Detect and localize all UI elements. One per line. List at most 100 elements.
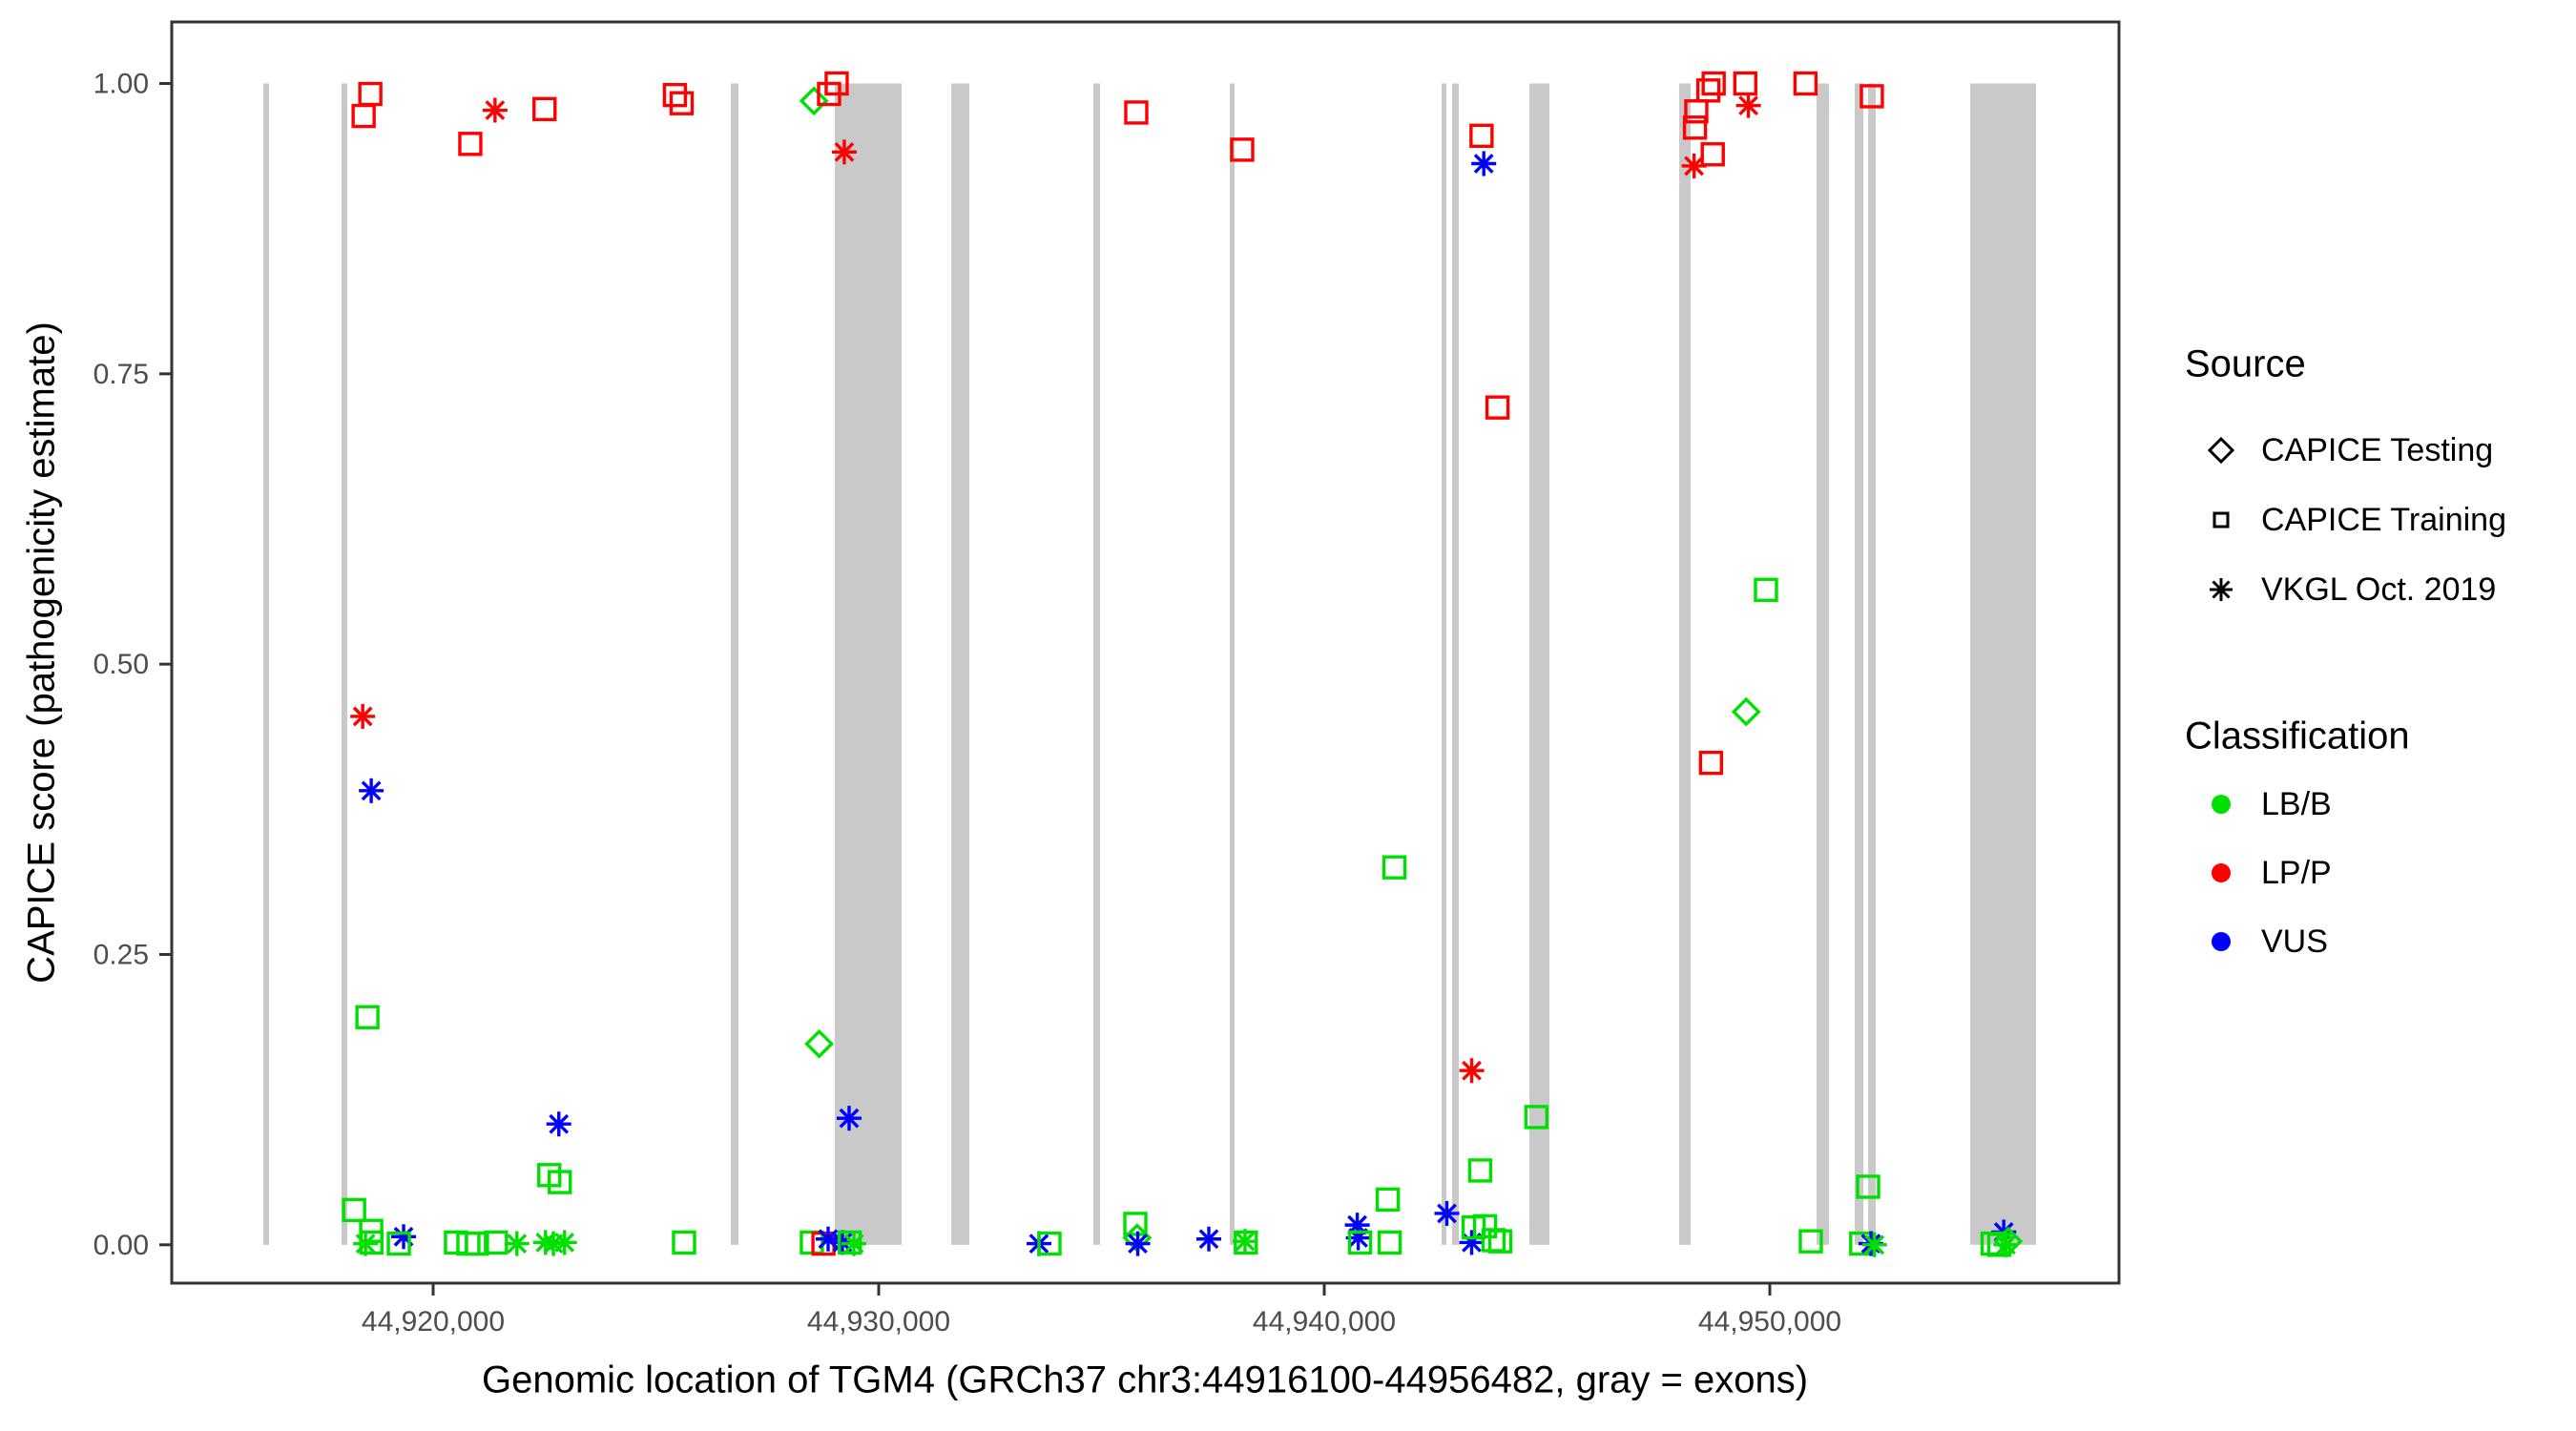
data-point-asterisk [485,100,506,120]
data-point-square [1695,78,1721,103]
color-dot-icon [2212,932,2231,951]
legend-classification-item-label: LB/B [2261,785,2332,822]
data-point-asterisk [549,1113,570,1134]
data-point-square [1793,71,1818,96]
data-point-square [1487,1229,1513,1254]
data-point-square [1467,1158,1493,1183]
data-point-square [1234,1230,1258,1255]
data-point-square [1485,395,1510,420]
exon-band [341,83,348,1245]
legend-source-item: VKGL Oct. 2019 [2198,567,2496,612]
data-point-square [548,1170,572,1194]
x-axis-tick-label: 44,940,000 [1253,1306,1396,1338]
data-point-asterisk [393,1226,414,1247]
color-dot-icon [2212,795,2231,814]
legend-source-title: Source [2185,342,2306,385]
data-point-asterisk [352,706,373,727]
data-point-square [672,1230,696,1255]
y-axis-tick-label: 0.00 [93,1230,149,1261]
data-point-asterisk [1235,1231,1256,1252]
legend-classification-item: LP/P [2198,850,2332,896]
panel-border [170,20,2121,1285]
y-axis-tick-label: 0.75 [93,359,149,390]
data-point-diamond [1731,696,1761,727]
data-point-square [1123,1212,1148,1236]
legend: Source Classification CAPICE Testing CAPI… [2185,0,2576,1431]
data-point-square [1701,71,1726,96]
data-point-square [669,91,695,115]
exon-band [1093,83,1101,1245]
data-point-asterisk [1996,1234,2016,1255]
data-point-square [1472,1213,1498,1239]
y-axis-title: CAPICE score (pathogenicity estimate) [20,321,63,984]
data-point-square [1754,577,1778,602]
data-point-square [532,96,557,121]
data-point-asterisk [361,780,382,801]
data-point-square [1375,1187,1401,1213]
data-point-square [1347,1230,1373,1255]
data-point-asterisk [507,1234,528,1255]
legend-source-item-label: VKGL Oct. 2019 [2261,570,2497,608]
x-axis-tick-label: 44,920,000 [362,1306,505,1338]
exon-band [1452,83,1460,1245]
data-point-square [1469,123,1494,148]
exon-band [1868,83,1877,1245]
exon-band [1529,83,1549,1245]
exon-band [262,83,269,1245]
exon-band [1970,83,2036,1245]
data-point-square [817,81,841,107]
data-point-square [1037,1231,1062,1256]
exon-band [1229,83,1235,1245]
legend-classification-item-label: VUS [2261,923,2328,960]
exon-band [730,83,738,1245]
data-point-diamond [799,86,829,116]
data-point-square [1733,71,1758,96]
data-point-square [1856,1174,1880,1199]
data-point-square [359,1230,384,1255]
data-point-asterisk [554,1233,575,1253]
legend-source-item-label: CAPICE Testing [2261,431,2494,468]
y-axis-tick-label: 0.25 [93,940,149,971]
data-point-asterisk [1473,154,1494,174]
exon-band [1855,83,1864,1245]
data-point-square [1377,1230,1402,1255]
exon-band [951,83,970,1245]
data-point-square [837,1230,862,1255]
data-point-square [1381,855,1407,880]
legend-source-item: CAPICE Testing [2198,427,2493,473]
data-point-asterisk [1198,1229,1219,1250]
y-axis-tick-label: 1.00 [93,69,149,100]
data-point-square [458,132,483,156]
data-point-square [1698,750,1724,776]
data-point-square [1859,84,1884,109]
exon-band [1442,83,1447,1245]
data-point-square [1524,1105,1548,1130]
legend-classification-title: Classification [2185,715,2410,757]
square-icon [2212,511,2230,529]
data-point-square [342,1197,366,1223]
data-point-square [351,103,376,129]
exon-band [1816,83,1829,1245]
data-point-asterisk [1684,156,1705,176]
data-point-asterisk [1864,1234,1885,1255]
legend-classification-item: VUS [2198,919,2328,964]
data-point-square [465,1231,489,1256]
data-point-square [355,1005,380,1029]
data-point-asterisk [1462,1060,1482,1081]
data-point-diamond [804,1028,835,1059]
data-point-square [1700,142,1725,167]
data-point-square [1682,115,1708,140]
legend-classification-item: LB/B [2198,781,2332,827]
legend-source-item: CAPICE Training [2198,497,2506,543]
color-dot-icon [2212,863,2231,882]
data-point-square [1230,137,1255,162]
y-axis-tick-label: 0.50 [93,649,149,680]
legend-classification-item-label: LP/P [2261,854,2332,891]
x-axis-tick-label: 44,950,000 [1698,1306,1841,1338]
exon-band [1679,83,1692,1245]
data-point-asterisk [834,141,855,162]
data-point-asterisk [1437,1203,1457,1224]
diamond-icon [2207,436,2235,465]
